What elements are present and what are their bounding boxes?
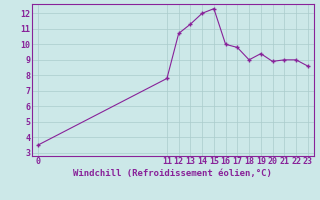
X-axis label: Windchill (Refroidissement éolien,°C): Windchill (Refroidissement éolien,°C) [73,169,272,178]
